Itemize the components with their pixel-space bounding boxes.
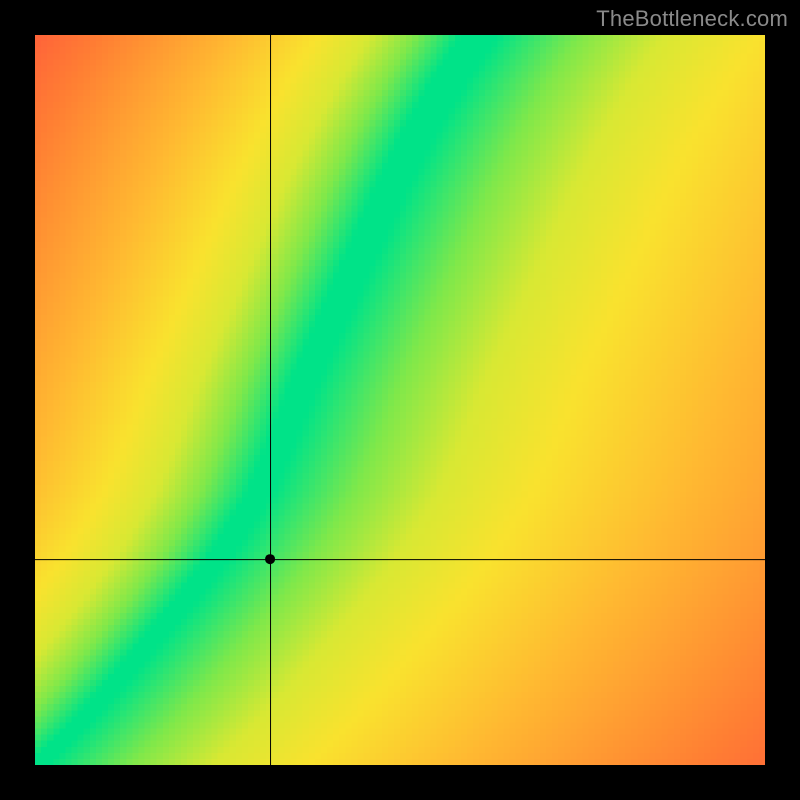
- bottleneck-heatmap-chart: [35, 35, 765, 765]
- watermark-text: TheBottleneck.com: [596, 6, 788, 32]
- crosshair-overlay: [35, 35, 765, 765]
